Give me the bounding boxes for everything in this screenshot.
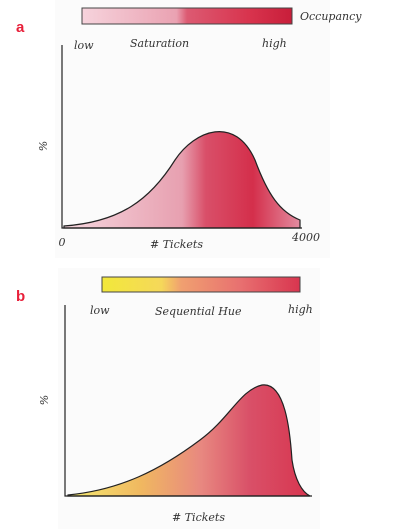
distribution-curve <box>63 131 301 229</box>
x-axis-label: # Tickets <box>172 511 225 524</box>
legend-low: low <box>90 304 110 317</box>
legend-title: Occupancy <box>300 10 362 23</box>
distribution-curve <box>67 384 311 497</box>
axes <box>64 305 312 497</box>
legend-low: low <box>74 39 94 52</box>
legend-high: high <box>288 303 313 316</box>
y-axis-label: % <box>38 395 51 405</box>
x-min: 0 <box>59 236 66 249</box>
panel-label: a <box>16 19 25 36</box>
legend-high: high <box>262 37 287 50</box>
x-axis-label: # Tickets <box>150 238 203 251</box>
color-bar <box>101 276 301 293</box>
color-bar <box>81 7 293 25</box>
panel-label: b <box>16 288 25 305</box>
y-axis-label: % <box>37 141 50 151</box>
legend-name: Saturation <box>130 37 189 50</box>
x-max: 4000 <box>291 231 320 244</box>
axes <box>61 45 302 229</box>
legend-name: Sequential Hue <box>155 305 242 318</box>
